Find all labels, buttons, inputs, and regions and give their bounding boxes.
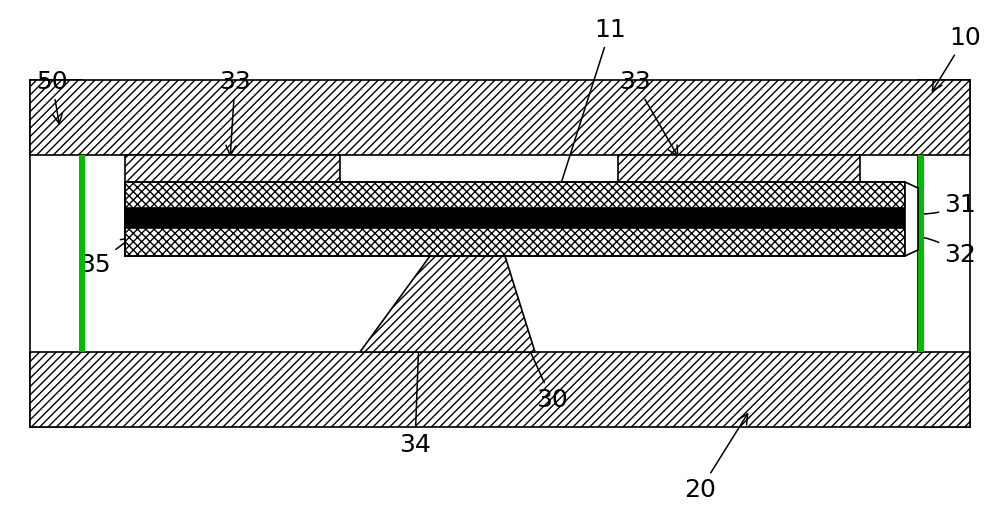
Bar — [125, 182, 905, 210]
Text: 31: 31 — [874, 193, 976, 217]
Polygon shape — [125, 155, 340, 192]
Text: 20: 20 — [684, 414, 748, 502]
Text: 34: 34 — [399, 314, 431, 457]
Bar — [79, 155, 84, 352]
Polygon shape — [905, 182, 918, 256]
Polygon shape — [618, 155, 860, 192]
Bar — [30, 352, 970, 427]
Bar — [125, 208, 905, 228]
Bar — [918, 80, 970, 427]
Bar — [918, 155, 924, 352]
Text: 11: 11 — [550, 18, 626, 214]
Bar — [30, 80, 82, 427]
Bar — [125, 225, 905, 256]
Text: 10: 10 — [932, 26, 981, 91]
Text: 32: 32 — [874, 235, 976, 267]
Text: 50: 50 — [36, 70, 68, 123]
Text: 33: 33 — [619, 70, 678, 156]
Bar — [30, 80, 970, 155]
Text: 30: 30 — [486, 254, 568, 412]
Text: 33: 33 — [219, 70, 251, 155]
Text: 35: 35 — [79, 238, 131, 277]
Polygon shape — [360, 256, 535, 352]
